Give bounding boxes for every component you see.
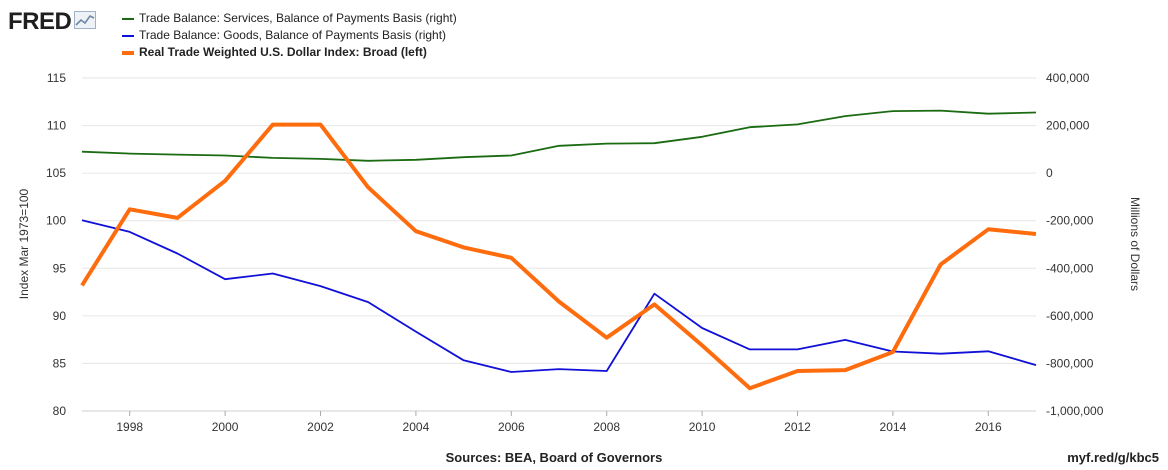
- legend-item-goods: Trade Balance: Goods, Balance of Payment…: [122, 27, 457, 44]
- series-lines: [80, 109, 1037, 391]
- x-tick-label: 2010: [689, 420, 716, 434]
- left-tick-label: 90: [53, 309, 67, 323]
- sources-text: Sources: BEA, Board of Governors: [445, 450, 663, 465]
- legend-swatch-dollar-index: [122, 50, 134, 55]
- fred-logo: FRED: [8, 8, 97, 36]
- trend-line-icon: [74, 10, 97, 34]
- x-axis-ticks: 1998 2000 2002 2004 2006 2008 2010 2012 2014 2016: [116, 411, 1002, 434]
- grid-lines: [82, 77, 1036, 412]
- x-tick-label: 2006: [498, 420, 525, 434]
- x-tick-label: 2000: [212, 420, 239, 434]
- legend-label-goods: Trade Balance: Goods, Balance of Payment…: [139, 28, 447, 42]
- right-tick-label: 400,000: [1046, 71, 1090, 85]
- logo-text: FRED: [8, 8, 72, 35]
- services-balance-line: [81, 109, 1037, 162]
- right-axis-title: Millions of Dollars: [1128, 197, 1142, 291]
- left-tick-label: 85: [53, 356, 67, 370]
- goods-balance-line: [81, 219, 1037, 373]
- right-axis-ticks: -1,000,000 -800,000 -600,000 -400,000 -200,0…: [1046, 71, 1104, 418]
- left-tick-label: 95: [53, 261, 67, 275]
- x-tick-label: 2004: [403, 420, 430, 434]
- left-tick-label: 110: [47, 119, 66, 133]
- left-tick-label: 80: [53, 404, 67, 418]
- x-tick-label: 2016: [975, 420, 1002, 434]
- right-tick-label: -400,000: [1046, 261, 1094, 275]
- dollar-index-line: [80, 122, 1037, 391]
- left-tick-label: 115: [47, 71, 66, 85]
- left-tick-label: 105: [46, 166, 66, 180]
- legend-swatch-services: [122, 17, 134, 20]
- short-link[interactable]: myf.red/g/kbc5: [1067, 450, 1159, 465]
- right-tick-label: -1,000,000: [1046, 404, 1104, 418]
- legend-item-dollar-index: Real Trade Weighted U.S. Dollar Index: B…: [122, 44, 457, 61]
- right-tick-label: -600,000: [1046, 309, 1094, 323]
- sources-caption: Sources: BEA, Board of Governors: [0, 450, 1168, 465]
- right-tick-label: -200,000: [1046, 214, 1094, 228]
- left-axis-ticks: 80 85 90 95 100 105 110 115: [46, 71, 66, 418]
- x-tick-label: 2012: [784, 420, 811, 434]
- right-tick-label: 0: [1046, 166, 1053, 180]
- left-tick-label: 100: [46, 214, 66, 228]
- chart-legend: Trade Balance: Services, Balance of Paym…: [122, 10, 457, 61]
- left-axis-title: Index Mar 1973=100: [17, 188, 31, 299]
- legend-label-services: Trade Balance: Services, Balance of Paym…: [139, 11, 457, 25]
- right-tick-label: 200,000: [1046, 119, 1090, 133]
- x-tick-label: 2008: [593, 420, 620, 434]
- x-tick-label: 1998: [116, 420, 143, 434]
- legend-swatch-goods: [122, 34, 134, 37]
- legend-label-dollar-index: Real Trade Weighted U.S. Dollar Index: B…: [139, 45, 427, 59]
- x-tick-label: 2014: [880, 420, 907, 434]
- right-tick-label: -800,000: [1046, 356, 1094, 370]
- legend-item-services: Trade Balance: Services, Balance of Paym…: [122, 10, 457, 27]
- x-tick-label: 2002: [307, 420, 334, 434]
